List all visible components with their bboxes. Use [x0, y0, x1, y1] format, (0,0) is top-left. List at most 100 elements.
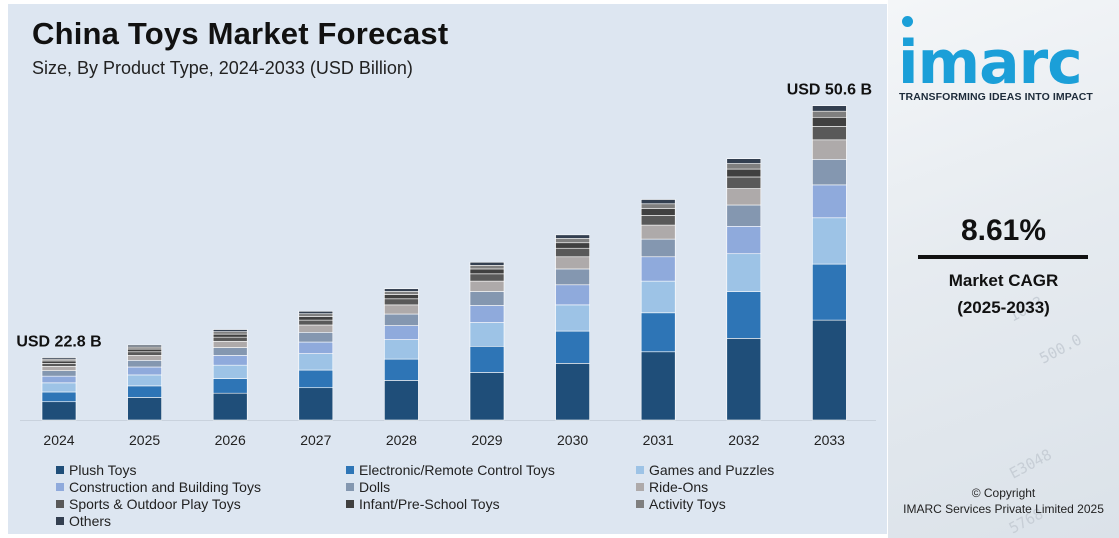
- bar-segment: [212, 364, 248, 379]
- legend-item: Plush Toys: [56, 462, 346, 478]
- legend-swatch: [636, 466, 644, 474]
- total-annotation: USD 22.8 B: [16, 334, 101, 351]
- legend-label: Construction and Building Toys: [69, 479, 261, 495]
- brand-sidebar: 1023 500.0 E3048 5768 imarc TRANSFORMING…: [888, 0, 1119, 538]
- legend-item: Activity Toys: [636, 496, 876, 512]
- bar-segment: [726, 253, 762, 292]
- chart-legend: Plush Toys Electronic/Remote Control Toys…: [56, 462, 876, 529]
- legend-swatch: [346, 500, 354, 508]
- bar-segment: [640, 215, 676, 226]
- x-tick-label: 2031: [643, 432, 674, 448]
- x-tick-label: 2026: [215, 432, 246, 448]
- bar-segment: [469, 280, 505, 292]
- bar-segment: [298, 316, 334, 321]
- x-tick-label: 2033: [814, 432, 845, 448]
- x-tick-label: 2027: [300, 432, 331, 448]
- bar-segment: [812, 184, 847, 219]
- legend-label: Infant/Pre-School Toys: [359, 496, 500, 512]
- bar-segment: [555, 284, 590, 306]
- legend-item: Infant/Pre-School Toys: [346, 496, 636, 512]
- chart-title: China Toys Market Forecast: [32, 16, 449, 51]
- legend-label: Ride-Ons: [649, 479, 709, 495]
- legend-swatch: [56, 500, 64, 508]
- bar-segment: [298, 387, 334, 421]
- x-tick-label: 2032: [728, 432, 759, 448]
- bar-segment: [384, 304, 419, 315]
- bar-segment: [469, 305, 505, 323]
- bar-segment: [726, 291, 762, 339]
- bar-segment: [640, 224, 676, 240]
- bar-segment: [555, 304, 590, 332]
- bar-segment: [812, 263, 847, 321]
- cagr-divider: [918, 255, 1088, 259]
- bar-segment: [298, 319, 334, 326]
- bar-segment: [726, 226, 762, 255]
- bar-segment: [41, 360, 77, 364]
- cagr-label: Market CAGR: [948, 271, 1059, 290]
- bar-segment: [41, 370, 77, 377]
- legend-swatch: [56, 517, 64, 525]
- bar-segment: [41, 375, 77, 384]
- bar-segment: [298, 324, 334, 333]
- decor-number: 500.0: [1036, 330, 1085, 368]
- bar-segment: [212, 331, 248, 335]
- bar-segment: [212, 378, 248, 394]
- legend-swatch: [636, 483, 644, 491]
- bar-segment: [298, 310, 334, 315]
- bar-segment: [469, 291, 505, 306]
- bar-segment: [127, 344, 162, 348]
- bar-segment: [555, 234, 590, 239]
- legend-label: Activity Toys: [649, 496, 726, 512]
- bar-segment: [212, 336, 248, 342]
- bar-segment: [127, 348, 162, 353]
- bar-segment: [469, 322, 505, 347]
- bar-segment: [212, 355, 248, 366]
- bar-segment: [212, 341, 248, 348]
- legend-label: Sports & Outdoor Play Toys: [69, 496, 241, 512]
- bar-segment: [212, 392, 248, 421]
- bar-segment: [640, 199, 676, 205]
- x-tick-label: 2030: [557, 432, 588, 448]
- bar-segment: [640, 280, 676, 314]
- bar-segment: [127, 366, 162, 376]
- bar-segment: [726, 158, 762, 164]
- legend-swatch: [346, 483, 354, 491]
- total-annotation: USD 50.6 B: [787, 82, 872, 99]
- bar-segment: [555, 363, 590, 421]
- legend-swatch: [346, 466, 354, 474]
- bar-segment: [384, 339, 419, 360]
- bar-segment: [127, 355, 162, 361]
- legend-swatch: [56, 483, 64, 491]
- legend-swatch: [56, 466, 64, 474]
- bar-segment: [812, 139, 847, 160]
- bar-segment: [469, 264, 505, 270]
- bar-segment: [812, 319, 847, 421]
- bar-segment: [41, 382, 77, 393]
- bar-segment: [640, 256, 676, 282]
- legend-item: Electronic/Remote Control Toys: [346, 462, 636, 478]
- legend-label: Games and Puzzles: [649, 462, 775, 478]
- bar-segment: [726, 176, 762, 189]
- bar-segment: [384, 313, 419, 326]
- bar-segment: [384, 291, 419, 295]
- bar-segment: [469, 273, 505, 282]
- chart-subtitle: Size, By Product Type, 2024-2033 (USD Bi…: [32, 58, 413, 78]
- company-name: IMARC Services Private Limited 2025: [903, 502, 1104, 516]
- legend-item: Construction and Building Toys: [56, 479, 346, 495]
- bar-segment: [726, 188, 762, 206]
- bar-segment: [812, 116, 847, 127]
- bar-segment: [726, 338, 762, 421]
- bar-segment: [384, 358, 419, 381]
- legend-label: Others: [69, 513, 112, 529]
- bar-segment: [298, 353, 334, 371]
- bar-segment: [640, 312, 676, 353]
- bar-segment: [555, 330, 590, 364]
- decor-number: E3048: [1006, 445, 1055, 483]
- x-tick-label: 2024: [43, 432, 74, 448]
- legend-swatch: [636, 500, 644, 508]
- bar-segment: [555, 238, 590, 244]
- bar-segment: [726, 168, 762, 178]
- bar-segment: [555, 247, 590, 258]
- x-tick-label: 2025: [129, 432, 160, 448]
- bar-segment: [812, 159, 847, 186]
